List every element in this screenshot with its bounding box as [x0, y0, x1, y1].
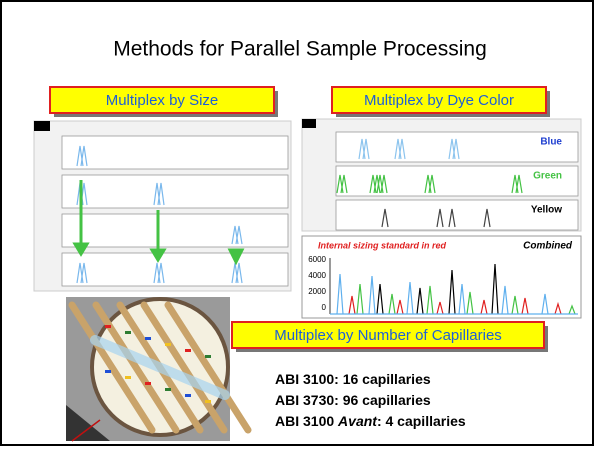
- dye-band: [125, 331, 131, 334]
- capillary-line: ABI 3100: 16 capillaries: [275, 371, 431, 387]
- slide: Methods for Parallel Sample Processing M…: [0, 0, 594, 446]
- dye-band: [125, 376, 131, 379]
- capillary-image: [66, 297, 248, 441]
- dye-band: [145, 337, 151, 340]
- dye-band: [185, 394, 191, 397]
- dye-band: [205, 355, 211, 358]
- slide-title: Methods for Parallel Sample Processing: [113, 38, 487, 61]
- combined-note: Internal sizing standard in red: [318, 240, 447, 250]
- dye-band: [165, 388, 171, 391]
- combined-label: Combined: [523, 241, 573, 252]
- dye-label: Multiplex by Dye Color: [364, 92, 514, 109]
- y-tick-label: 2000: [308, 287, 326, 296]
- channel-label: Green: [533, 171, 562, 182]
- capillary-line: ABI 3100 Avant: 4 capillaries: [275, 413, 466, 429]
- dye-band: [105, 370, 111, 373]
- capillary-line: ABI 3730: 96 capillaries: [275, 392, 431, 408]
- channel-label: Yellow: [531, 205, 562, 216]
- dye-band: [185, 349, 191, 352]
- y-tick-label: 4000: [308, 271, 326, 280]
- dye-panel: Multiplex by Dye Color Blue Green Yellow…: [302, 87, 581, 318]
- capillary-label: Multiplex by Number of Capillaries: [274, 327, 502, 344]
- channel-label: Blue: [540, 137, 562, 148]
- y-tick-label: 6000: [308, 255, 326, 264]
- dye-band: [205, 400, 211, 403]
- size-label: Multiplex by Size: [106, 92, 219, 109]
- dye-band: [165, 343, 171, 346]
- dye-band: [105, 325, 111, 328]
- dye-band: [145, 382, 151, 385]
- y-tick-label: 0: [322, 303, 327, 312]
